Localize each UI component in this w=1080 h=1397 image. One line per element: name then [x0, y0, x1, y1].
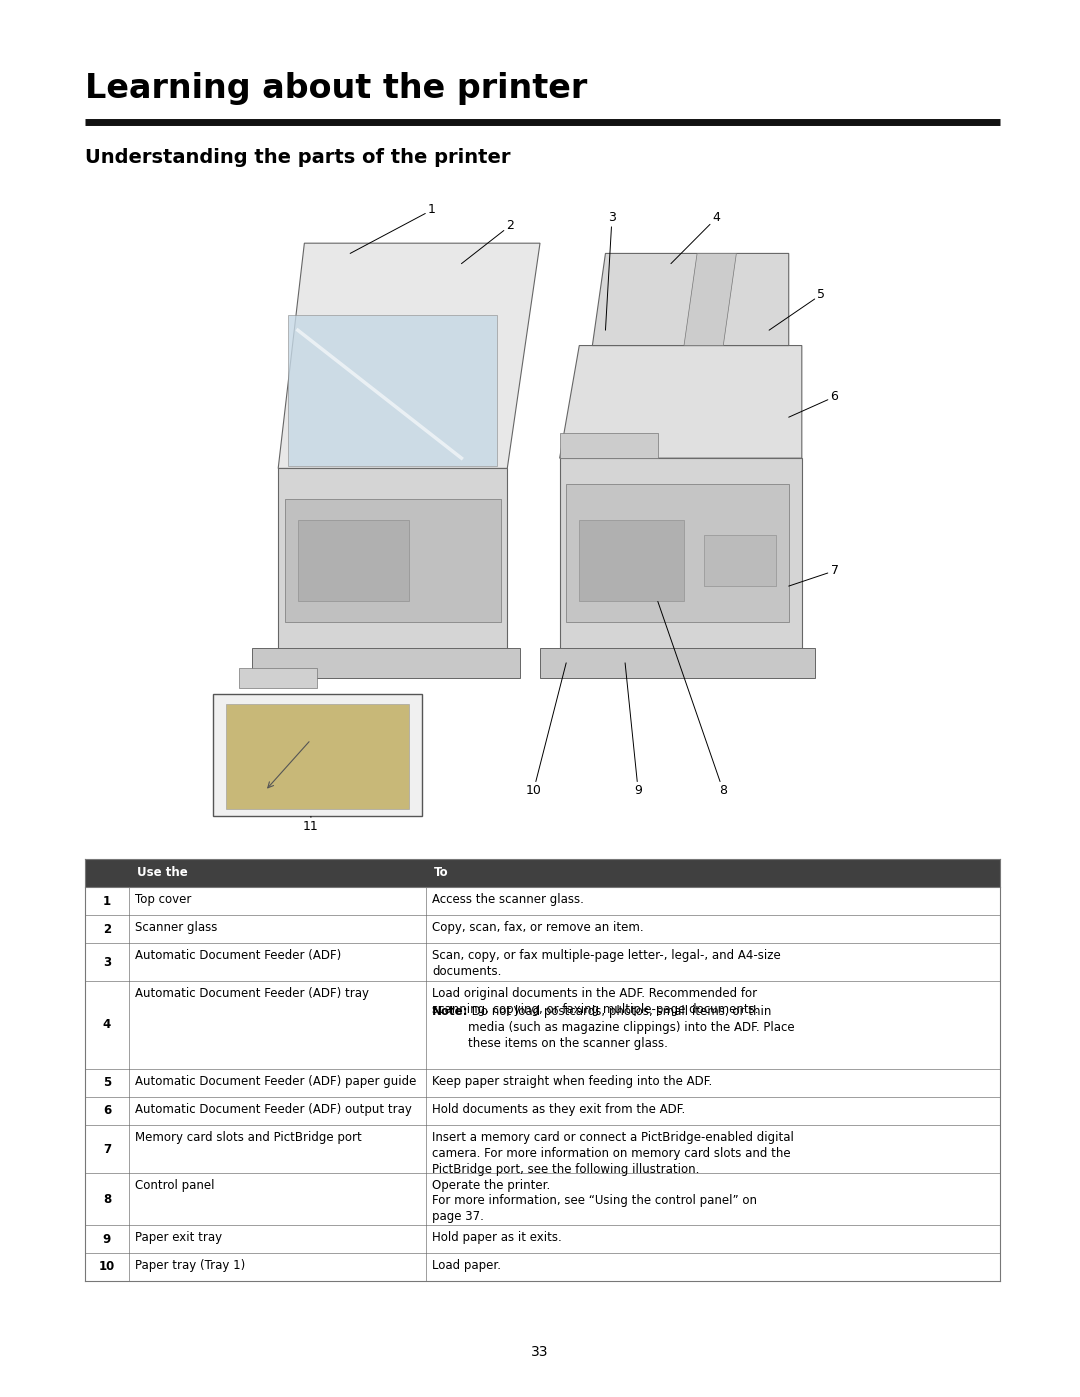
Text: 7: 7 — [788, 564, 838, 587]
Polygon shape — [239, 668, 318, 689]
Text: 4: 4 — [671, 211, 720, 264]
Text: 10: 10 — [526, 662, 566, 798]
Polygon shape — [592, 253, 788, 345]
Text: Memory card slots and PictBridge port: Memory card slots and PictBridge port — [135, 1130, 362, 1144]
Polygon shape — [226, 704, 409, 809]
Text: 8: 8 — [658, 602, 727, 798]
Text: Control panel: Control panel — [135, 1179, 215, 1192]
Text: Understanding the parts of the printer: Understanding the parts of the printer — [85, 148, 511, 168]
Text: 8: 8 — [103, 1193, 111, 1206]
Polygon shape — [579, 520, 684, 602]
Bar — [85, 981, 1000, 1069]
Text: Operate the printer.: Operate the printer. — [432, 1179, 551, 1192]
Text: Copy, scan, fax, or remove an item.: Copy, scan, fax, or remove an item. — [432, 921, 644, 933]
Text: Automatic Document Feeder (ADF) paper guide: Automatic Document Feeder (ADF) paper gu… — [135, 1074, 416, 1087]
Text: 5: 5 — [769, 288, 825, 330]
Polygon shape — [298, 520, 409, 602]
Text: 1: 1 — [350, 204, 436, 253]
Polygon shape — [684, 253, 737, 345]
Polygon shape — [279, 243, 540, 468]
Text: 1: 1 — [103, 894, 111, 908]
Polygon shape — [285, 499, 501, 622]
Text: Access the scanner glass.: Access the scanner glass. — [432, 893, 584, 905]
Polygon shape — [559, 433, 658, 458]
Polygon shape — [213, 693, 422, 816]
Bar — [85, 1125, 1000, 1173]
Text: Automatic Document Feeder (ADF): Automatic Document Feeder (ADF) — [135, 949, 341, 961]
Bar — [85, 943, 1000, 981]
Text: Note:: Note: — [432, 1004, 469, 1018]
Text: Automatic Document Feeder (ADF) output tray: Automatic Document Feeder (ADF) output t… — [135, 1102, 411, 1115]
Text: Keep paper straight when feeding into the ADF.: Keep paper straight when feeding into th… — [432, 1074, 713, 1087]
Text: 2: 2 — [103, 922, 111, 936]
Text: For more information, see “Using the control panel” on
page 37.: For more information, see “Using the con… — [432, 1194, 757, 1222]
Text: 9: 9 — [625, 662, 643, 798]
Text: Load original documents in the ADF. Recommended for
scanning, copying, or faxing: Load original documents in the ADF. Reco… — [432, 986, 759, 1016]
Text: Learning about the printer: Learning about the printer — [85, 73, 588, 105]
Text: Hold paper as it exits.: Hold paper as it exits. — [432, 1231, 562, 1243]
Bar — [85, 1225, 1000, 1253]
Text: Use the: Use the — [137, 866, 188, 880]
Bar — [85, 1069, 1000, 1097]
Text: Hold documents as they exit from the ADF.: Hold documents as they exit from the ADF… — [432, 1102, 686, 1115]
Text: 11: 11 — [303, 816, 319, 833]
Text: 6: 6 — [103, 1105, 111, 1118]
Text: To: To — [434, 866, 449, 880]
Polygon shape — [540, 648, 815, 678]
Polygon shape — [559, 458, 801, 652]
Text: Scanner glass: Scanner glass — [135, 921, 217, 933]
Polygon shape — [288, 314, 498, 465]
Text: Paper tray (Tray 1): Paper tray (Tray 1) — [135, 1259, 245, 1271]
Text: 2: 2 — [461, 219, 514, 264]
Bar — [85, 859, 1000, 887]
Polygon shape — [252, 648, 521, 678]
Bar — [85, 1173, 1000, 1225]
Text: 10: 10 — [99, 1260, 116, 1274]
Text: Do not load postcards, photos, small items, or thin
media (such as magazine clip: Do not load postcards, photos, small ite… — [469, 1004, 795, 1051]
Text: Automatic Document Feeder (ADF) tray: Automatic Document Feeder (ADF) tray — [135, 986, 369, 999]
Bar — [85, 1253, 1000, 1281]
Text: Insert a memory card or connect a PictBridge-enabled digital
camera. For more in: Insert a memory card or connect a PictBr… — [432, 1130, 794, 1175]
Text: 4: 4 — [103, 1018, 111, 1031]
Text: Paper exit tray: Paper exit tray — [135, 1231, 222, 1243]
Polygon shape — [704, 535, 775, 587]
Text: 6: 6 — [788, 390, 838, 418]
Text: 5: 5 — [103, 1077, 111, 1090]
Text: 7: 7 — [103, 1143, 111, 1155]
Text: Load paper.: Load paper. — [432, 1259, 501, 1271]
Polygon shape — [559, 345, 801, 458]
Bar — [85, 1097, 1000, 1125]
Polygon shape — [566, 483, 788, 622]
Text: 3: 3 — [606, 211, 616, 330]
Text: 3: 3 — [103, 956, 111, 968]
Text: Scan, copy, or fax multiple-page letter-, legal-, and A4-size
documents.: Scan, copy, or fax multiple-page letter-… — [432, 949, 781, 978]
Text: 9: 9 — [103, 1232, 111, 1246]
Bar — [85, 887, 1000, 915]
Bar — [85, 915, 1000, 943]
Polygon shape — [279, 468, 508, 652]
Text: Top cover: Top cover — [135, 893, 191, 905]
Text: 33: 33 — [531, 1345, 549, 1359]
